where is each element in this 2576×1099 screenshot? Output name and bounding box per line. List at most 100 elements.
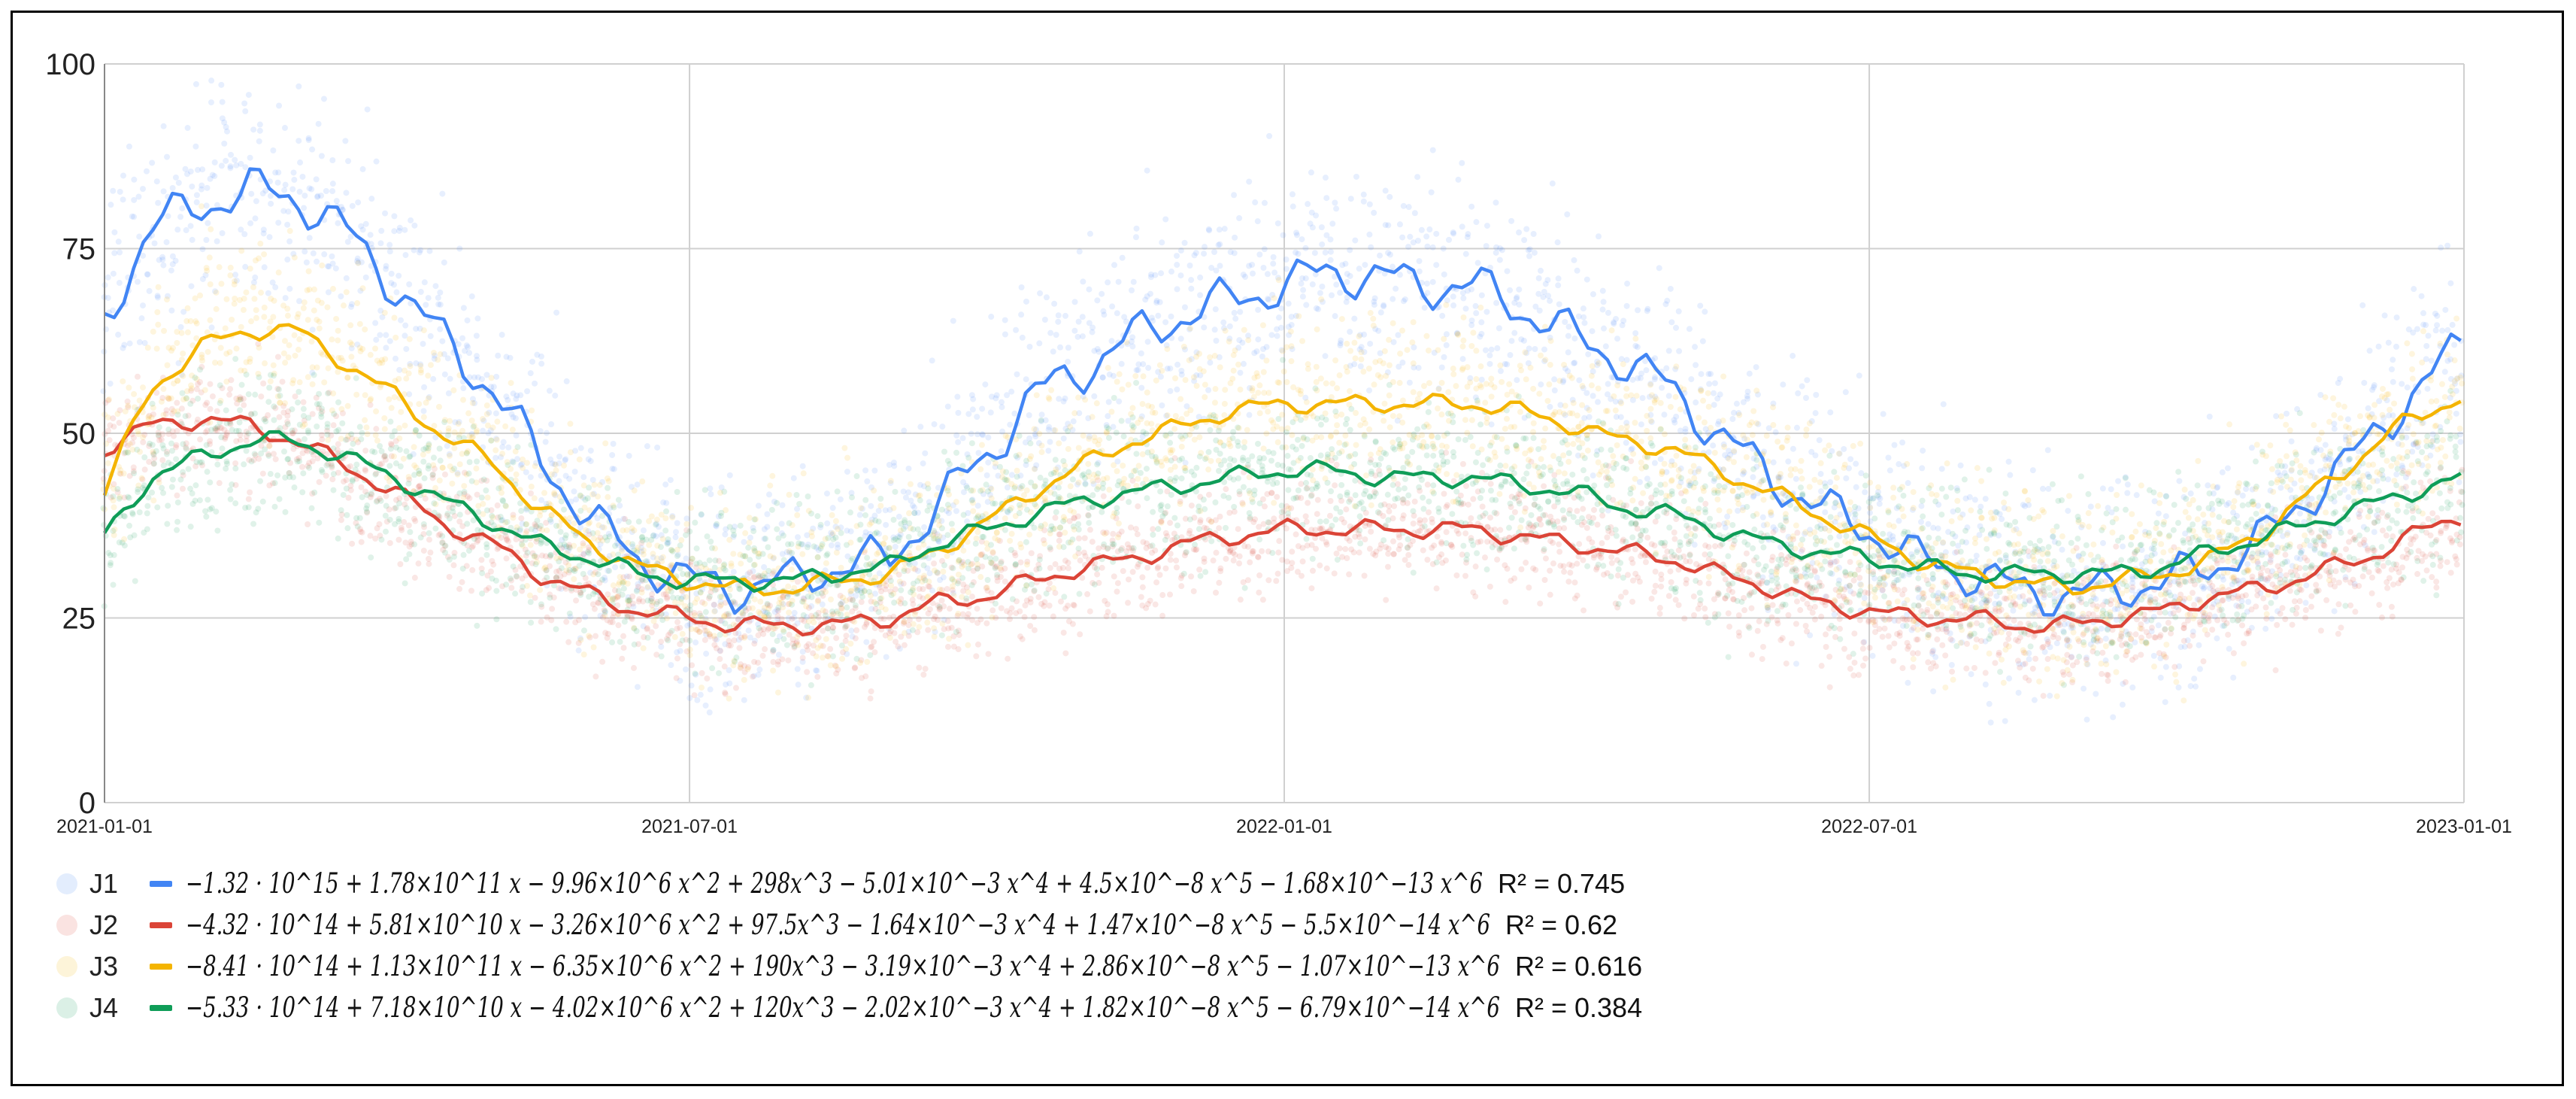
scatter-point [1518,566,1525,572]
scatter-point [1822,602,1829,609]
scatter-point [1428,189,1435,196]
scatter-point [1280,232,1286,238]
scatter-point [1002,317,1008,323]
scatter-point [1790,445,1796,452]
scatter-point [130,464,137,471]
scatter-point [1232,315,1239,322]
scatter-point [2371,529,2377,536]
scatter-point [1051,300,1058,307]
scatter-point [1493,249,1499,256]
scatter-point [466,495,473,502]
scatter-point [1167,387,1174,394]
scatter-point [2129,684,2136,691]
scatter-point [1537,600,1544,607]
scatter-point [1735,612,1742,619]
scatter-point [1402,557,1408,563]
scatter-point [2359,302,2366,308]
scatter-point [794,505,801,512]
scatter-point [242,164,249,171]
scatter-point [969,496,976,503]
scatter-point [1105,609,1111,615]
scatter-point [2359,573,2366,580]
scatter-point [417,289,424,296]
scatter-point [465,344,471,351]
scatter-point [1424,481,1431,488]
scatter-point [1162,530,1169,536]
scatter-point [1411,210,1418,217]
scatter-point [1705,580,1712,587]
scatter-point [964,451,971,457]
scatter-point [875,530,882,537]
scatter-point [241,100,248,107]
scatter-point [373,426,380,433]
scatter-point [1086,320,1093,326]
scatter-point [276,414,283,420]
scatter-point [1237,597,1244,603]
scatter-point [2313,581,2320,588]
scatter-point [644,625,650,632]
scatter-point [1042,417,1049,424]
scatter-point [1399,360,1406,366]
scatter-point [1574,560,1580,567]
scatter-point [1496,245,1503,252]
scatter-point [1441,354,1447,360]
scatter-point [2214,617,2221,624]
scatter-point [435,301,442,308]
scatter-point [684,622,691,629]
scatter-point [1150,317,1156,324]
scatter-point [1342,545,1349,552]
scatter-point [314,258,320,265]
scatter-point [180,350,186,357]
scatter-point [699,586,706,593]
scatter-point [964,518,971,525]
scatter-point [1298,572,1305,579]
scatter-point [935,539,942,545]
scatter-point [853,584,860,590]
scatter-point [599,478,606,485]
scatter-point [795,682,802,688]
scatter-point [2302,600,2309,606]
scatter-point [1012,552,1019,559]
scatter-point [1085,414,1092,421]
scatter-point [2365,405,2371,411]
scatter-point [529,358,535,365]
scatter-point [640,623,647,630]
scatter-point [159,253,166,260]
scatter-point [2244,560,2251,567]
scatter-point [628,484,635,490]
scatter-point [2245,599,2252,606]
scatter-point [1986,700,1993,707]
scatter-point [1018,284,1025,290]
scatter-point [309,369,316,376]
scatter-point [963,483,970,490]
scatter-point [354,255,361,262]
scatter-point [1076,410,1083,417]
scatter-point [1256,251,1263,258]
scatter-point [1477,538,1484,545]
scatter-point [2244,630,2250,637]
scatter-point [960,478,967,485]
scatter-point [1639,395,1646,402]
scatter-point [882,586,889,593]
scatter-point [1977,638,1984,645]
scatter-point [1266,132,1273,139]
scatter-point [329,253,335,260]
scatter-point [1395,332,1402,339]
scatter-point [617,502,623,509]
scatter-point [667,477,674,484]
scatter-point [192,318,199,325]
scatter-point [1644,534,1651,541]
scatter-point [508,411,515,417]
scatter-point [2326,563,2333,569]
scatter-point [1450,478,1457,484]
scatter-point [275,220,282,226]
scatter-point [1443,342,1450,348]
scatter-point [1264,271,1271,278]
scatter-point [819,601,826,608]
scatter-point [1492,526,1499,533]
scatter-point [755,671,762,678]
scatter-point [527,370,534,377]
scatter-point [1086,230,1093,237]
scatter-point [653,521,660,527]
scatter-point [975,450,982,457]
